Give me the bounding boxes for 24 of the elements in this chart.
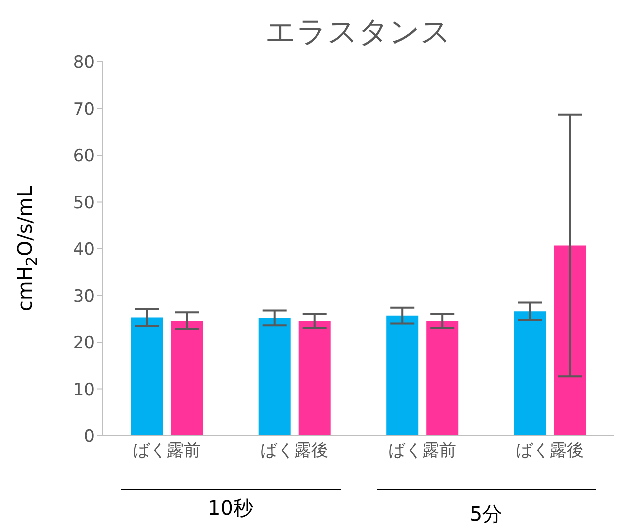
x-tick-label: ばく露前 bbox=[388, 441, 456, 462]
y-tick-label: 70 bbox=[73, 100, 95, 120]
chart-title: エラスタンス bbox=[264, 14, 452, 52]
y-tick-label: 10 bbox=[73, 380, 95, 400]
y-tick-label: 40 bbox=[73, 240, 95, 260]
bar bbox=[554, 246, 586, 436]
text: 5分 bbox=[468, 501, 504, 528]
x-tick-label: ばく露後 bbox=[260, 441, 329, 462]
bar bbox=[426, 320, 459, 436]
y-tick-label: 20 bbox=[73, 334, 95, 354]
y-tick-label: 50 bbox=[73, 193, 95, 214]
x-tick-label: ばく露後 bbox=[516, 441, 584, 462]
bar bbox=[258, 318, 291, 436]
bar bbox=[131, 318, 164, 436]
bar bbox=[171, 320, 204, 436]
x-tick-label: ばく露前 bbox=[132, 441, 201, 462]
y-tick-label: 80 bbox=[73, 53, 95, 74]
text: 10秒 bbox=[207, 495, 254, 522]
bar bbox=[514, 312, 546, 436]
y-tick-label: 60 bbox=[73, 146, 95, 167]
bar bbox=[386, 316, 419, 436]
bar bbox=[298, 320, 331, 436]
y-tick-label: 0 bbox=[84, 427, 95, 448]
y-tick-label: 30 bbox=[73, 286, 95, 307]
